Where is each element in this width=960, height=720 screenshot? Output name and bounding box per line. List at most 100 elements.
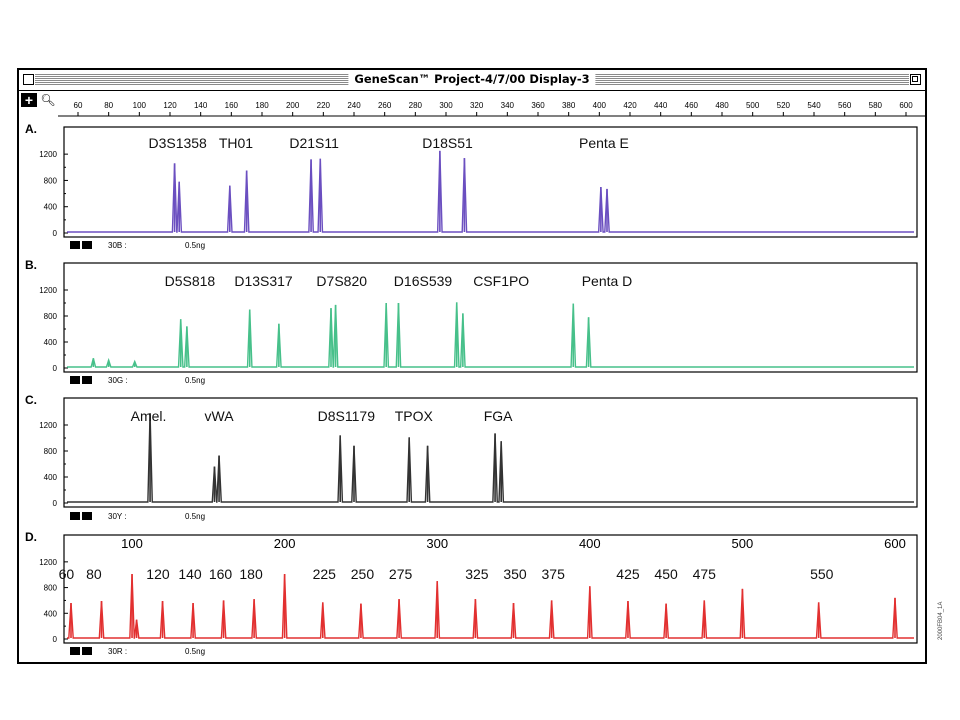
ruler-tick-label: 560: [838, 101, 852, 110]
ruler-tick-label: 60: [74, 101, 83, 110]
ruler-tick-label: 400: [593, 101, 607, 110]
size-label: 325: [465, 566, 489, 582]
genescan-window: GeneScan™ Project-4/7/00 Display-3 + 🔍︎: [17, 68, 927, 664]
size-label: 250: [351, 566, 375, 582]
footer-swatch-icon: [70, 376, 80, 384]
ruler-tick-label: 520: [777, 101, 791, 110]
ruler-tick-label: 240: [347, 101, 361, 110]
locus-label: TPOX: [395, 408, 434, 424]
panel-top-tick: 400: [579, 536, 601, 551]
ruler-tick-label: 300: [439, 101, 453, 110]
locus-label: D8S1179: [318, 408, 376, 424]
panel-frame: [63, 534, 918, 644]
ruler-tick-label: 600: [899, 101, 913, 110]
side-code: 2000FB04_1A: [938, 602, 948, 650]
y-tick-label: 0: [53, 635, 58, 644]
locus-label: D13S317: [234, 273, 293, 289]
ruler-tick-label: 80: [104, 101, 113, 110]
ruler-tick-label: 360: [531, 101, 545, 110]
y-tick-label: 800: [44, 584, 58, 593]
footer-swatch-icon: [70, 512, 80, 520]
size-label: 550: [810, 566, 834, 582]
footer-amount: 0.5ng: [185, 647, 205, 656]
locus-label: Amel.: [131, 408, 167, 424]
size-label: 140: [178, 566, 202, 582]
ruler-tick-label: 480: [715, 101, 729, 110]
trace-line: [67, 413, 914, 503]
size-label: 375: [542, 566, 566, 582]
locus-label: CSF1PO: [473, 273, 529, 289]
y-tick-label: 400: [44, 609, 58, 618]
footer-amount: 0.5ng: [185, 512, 205, 521]
window-title: GeneScan™ Project-4/7/00 Display-3: [348, 72, 596, 87]
trace-line: [67, 574, 914, 639]
ruler-tick-label: 540: [807, 101, 821, 110]
y-tick-label: 1200: [39, 421, 57, 430]
side-code-text: 2000FB04_1A: [938, 601, 944, 640]
size-label: 180: [239, 566, 263, 582]
footer-dye-label: 30B :: [108, 241, 127, 250]
y-tick-label: 0: [53, 229, 58, 238]
locus-label: TH01: [219, 135, 253, 151]
close-box-icon[interactable]: [23, 74, 34, 85]
panel-top-tick: 100: [121, 536, 143, 551]
y-tick-label: 800: [44, 176, 58, 185]
y-tick-label: 800: [44, 447, 58, 456]
trace-line: [67, 150, 914, 233]
ruler-tick-label: 580: [869, 101, 883, 110]
locus-label: D21S11: [289, 135, 339, 151]
panel-top-tick: 300: [426, 536, 448, 551]
locus-label: D7S820: [316, 273, 367, 289]
panel-letter: A.: [25, 122, 37, 136]
size-label: 350: [503, 566, 527, 582]
ruler-tick-label: 380: [562, 101, 576, 110]
ruler-tick-label: 320: [470, 101, 484, 110]
ruler-tick-label: 120: [163, 101, 177, 110]
panel-top-tick: 200: [274, 536, 296, 551]
size-label: 80: [86, 566, 102, 582]
panel-top-tick: 600: [884, 536, 906, 551]
ruler-tick-label: 200: [286, 101, 300, 110]
footer-dye-label: 30Y :: [108, 512, 127, 521]
ruler-tick-label: 500: [746, 101, 760, 110]
title-bar[interactable]: GeneScan™ Project-4/7/00 Display-3: [19, 70, 925, 91]
ruler-tick-label: 140: [194, 101, 208, 110]
size-label: 425: [616, 566, 640, 582]
locus-label: Penta D: [582, 273, 633, 289]
crosshair-icon[interactable]: +: [21, 93, 37, 107]
ruler-tick-label: 100: [133, 101, 147, 110]
locus-label: D3S1358: [148, 135, 207, 151]
footer-swatch-icon: [70, 647, 80, 655]
y-tick-label: 0: [53, 364, 58, 373]
panel-letter: D.: [25, 530, 37, 544]
panel-top-tick: 500: [732, 536, 754, 551]
footer-amount: 0.5ng: [185, 241, 205, 250]
locus-label: D16S539: [394, 273, 453, 289]
ruler-tick-label: 260: [378, 101, 392, 110]
trace-line: [67, 302, 914, 368]
locus-label: D5S818: [165, 273, 216, 289]
footer-swatch-icon: [82, 241, 92, 249]
size-label: 160: [209, 566, 233, 582]
magnifier-icon[interactable]: 🔍︎: [40, 93, 56, 107]
y-tick-label: 1200: [39, 286, 57, 295]
ruler-tick-label: 420: [623, 101, 637, 110]
size-label: 60: [59, 566, 75, 582]
size-label: 225: [313, 566, 337, 582]
size-label: 120: [146, 566, 170, 582]
ruler-tick-label: 160: [225, 101, 239, 110]
footer-amount: 0.5ng: [185, 376, 205, 385]
ruler-tick-label: 340: [501, 101, 515, 110]
locus-label: Penta E: [579, 135, 629, 151]
size-label: 275: [389, 566, 413, 582]
ruler-tick-label: 280: [409, 101, 423, 110]
panel-frame: [63, 126, 918, 238]
y-tick-label: 0: [53, 499, 58, 508]
footer-dye-label: 30R :: [108, 647, 127, 656]
panel-frame: [63, 397, 918, 508]
ruler-tick-label: 460: [685, 101, 699, 110]
size-label: 450: [654, 566, 678, 582]
zoom-box-icon[interactable]: [910, 74, 921, 85]
locus-label: D18S51: [422, 135, 473, 151]
